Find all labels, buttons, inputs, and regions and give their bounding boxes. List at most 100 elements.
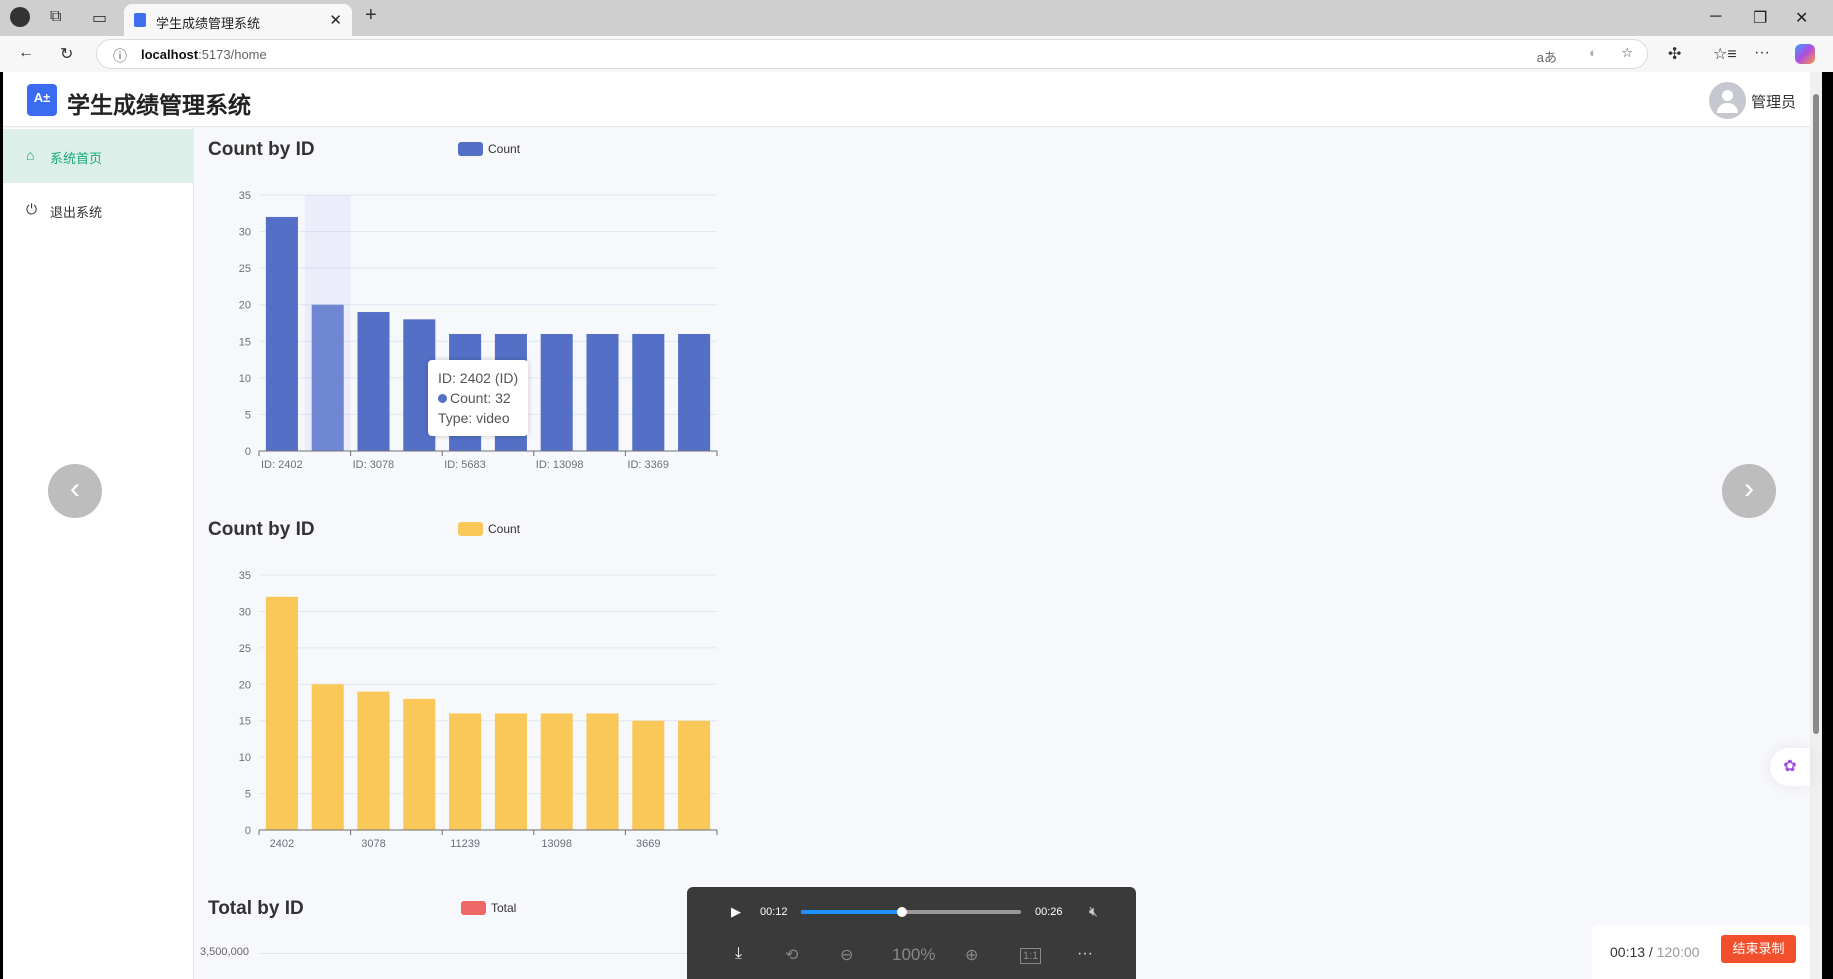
- bar[interactable]: [586, 713, 619, 830]
- sidebar-item-logout[interactable]: ⏻ 退出系统: [3, 183, 194, 237]
- bar[interactable]: [540, 333, 573, 451]
- bar[interactable]: [494, 713, 527, 830]
- recording-limit: 120:00: [1656, 944, 1700, 960]
- sidebar: ⌂ 系统首页 ⏻ 退出系统: [3, 128, 194, 979]
- tooltip-title: ID: 2402 (ID): [438, 370, 519, 386]
- bar[interactable]: [678, 333, 711, 451]
- minimize-icon[interactable]: ─: [1710, 8, 1722, 25]
- close-window-icon[interactable]: ✕: [1795, 10, 1809, 27]
- tab-actions-icon[interactable]: ▭: [92, 10, 108, 27]
- site-info-icon[interactable]: ⓘ: [113, 48, 127, 64]
- user-name[interactable]: 管理员: [1751, 94, 1797, 111]
- bar[interactable]: [540, 713, 573, 830]
- bar[interactable]: [403, 698, 436, 830]
- legend-label: Total: [491, 901, 517, 915]
- x-tick-label: ID: 3078: [353, 459, 395, 471]
- tooltip-value: Count: 32: [450, 390, 511, 406]
- chart3-gridline: [259, 953, 719, 954]
- x-tick-label: ID: 3369: [627, 459, 669, 471]
- y-tick-label: 15: [239, 716, 251, 728]
- duration: 00:26: [1035, 906, 1063, 918]
- seek-handle[interactable]: [897, 907, 908, 917]
- play-icon[interactable]: ▶: [731, 904, 741, 919]
- mute-icon[interactable]: 🔇︎: [1089, 903, 1098, 919]
- seek-progress: [801, 910, 903, 914]
- new-tab-icon[interactable]: +: [365, 4, 377, 26]
- x-tick-label: ID: 5683: [444, 459, 486, 471]
- chart3-title: Total by ID: [208, 898, 304, 919]
- x-tick-label: 3669: [636, 838, 660, 850]
- y-tick-label: 30: [239, 606, 251, 618]
- sidebar-item-label: 退出系统: [50, 205, 103, 220]
- url-host: localhost: [141, 47, 199, 62]
- download-icon[interactable]: ⤓: [735, 945, 743, 962]
- refresh-icon[interactable]: ↻: [60, 46, 74, 63]
- edge-icon[interactable]: ◐: [1589, 45, 1597, 60]
- tab-favicon: [134, 13, 146, 27]
- home-icon: ⌂: [26, 147, 35, 163]
- extensions-icon[interactable]: ✣: [1668, 46, 1682, 63]
- bar[interactable]: [632, 720, 665, 830]
- bar[interactable]: [678, 720, 711, 830]
- actual-size-button[interactable]: 1:1: [1020, 948, 1042, 964]
- app-logo: A±: [27, 84, 57, 116]
- sidebar-item-home[interactable]: ⌂ 系统首页: [3, 129, 194, 183]
- bar[interactable]: [586, 333, 619, 451]
- carousel-prev-button[interactable]: ‹: [48, 464, 102, 518]
- chart2-legend[interactable]: Count: [458, 522, 520, 536]
- y-tick-label: 25: [239, 263, 251, 275]
- copilot-icon[interactable]: [1795, 44, 1815, 64]
- bar[interactable]: [357, 691, 390, 830]
- video-player: ▶ 00:12 00:26 🔇︎ ⤓ ⟲ ⊖ 100% ⊕ 1:1 ···: [687, 887, 1136, 979]
- bar[interactable]: [265, 216, 298, 451]
- more-icon[interactable]: ···: [1754, 44, 1770, 61]
- page-scrollbar[interactable]: [1810, 72, 1822, 979]
- user-avatar[interactable]: [1709, 82, 1746, 119]
- chart1-legend[interactable]: Count: [458, 142, 520, 156]
- bar[interactable]: [311, 684, 344, 830]
- chart-tooltip: ID: 2402 (ID) Count: 32 Type: video: [428, 360, 529, 436]
- x-tick-label: 11239: [450, 838, 480, 850]
- favorite-star-icon[interactable]: ☆: [1621, 45, 1633, 60]
- scrollbar-thumb[interactable]: [1813, 94, 1819, 734]
- bar[interactable]: [265, 596, 298, 830]
- bar[interactable]: [449, 713, 482, 830]
- app-page: A± 学生成绩管理系统 管理员 ⌂ 系统首页 ⏻ 退出系统 Count by ID …: [3, 72, 1821, 979]
- address-bar[interactable]: ⓘ localhost:5173/home aあ ◐ ☆: [96, 39, 1648, 69]
- legend-swatch: [461, 901, 486, 915]
- profile-avatar[interactable]: [10, 7, 30, 27]
- collections-icon[interactable]: ⧉: [50, 8, 62, 25]
- restore-icon[interactable]: ❐: [1753, 10, 1768, 27]
- back-icon[interactable]: ←: [18, 44, 34, 61]
- recording-separator: /: [1645, 944, 1657, 960]
- x-tick-label: ID: 2402: [261, 459, 303, 471]
- stop-recording-button[interactable]: 结束录制: [1721, 935, 1796, 963]
- zoom-out-icon[interactable]: ⊖: [840, 947, 854, 964]
- bar[interactable]: [632, 333, 665, 451]
- read-aloud-icon[interactable]: aあ: [1536, 50, 1557, 65]
- y-tick-label: 35: [239, 570, 251, 582]
- bar[interactable]: [311, 304, 344, 451]
- chart3-legend[interactable]: Total: [461, 901, 516, 915]
- ai-assistant-button[interactable]: ✿: [1770, 748, 1810, 786]
- bar[interactable]: [357, 312, 390, 451]
- y-tick-label: 10: [239, 752, 251, 764]
- carousel-next-button[interactable]: ›: [1722, 464, 1776, 518]
- favorites-icon[interactable]: ☆≡: [1713, 46, 1737, 63]
- x-tick-label: 3078: [361, 838, 385, 850]
- chart3-ytick: 3,500,000: [200, 946, 249, 958]
- rotate-icon[interactable]: ⟲: [785, 947, 799, 964]
- close-tab-icon[interactable]: ✕: [329, 12, 342, 29]
- more-options-icon[interactable]: ···: [1077, 945, 1093, 962]
- series-dot: [438, 394, 447, 403]
- tab-title: 学生成绩管理系统: [156, 16, 261, 31]
- current-time: 00:12: [760, 906, 788, 918]
- seek-bar[interactable]: [801, 907, 1021, 917]
- x-tick-label: 2402: [270, 838, 294, 850]
- y-tick-label: 20: [239, 300, 251, 312]
- browser-tab[interactable]: 学生成绩管理系统 ✕: [124, 4, 352, 36]
- zoom-in-icon[interactable]: ⊕: [965, 947, 979, 964]
- y-tick-label: 25: [239, 643, 251, 655]
- browser-tab-bar: ⧉ ▭ 学生成绩管理系统 ✕ + ─ ❐ ✕: [0, 0, 1833, 36]
- app-header: A± 学生成绩管理系统 管理员: [3, 72, 1821, 127]
